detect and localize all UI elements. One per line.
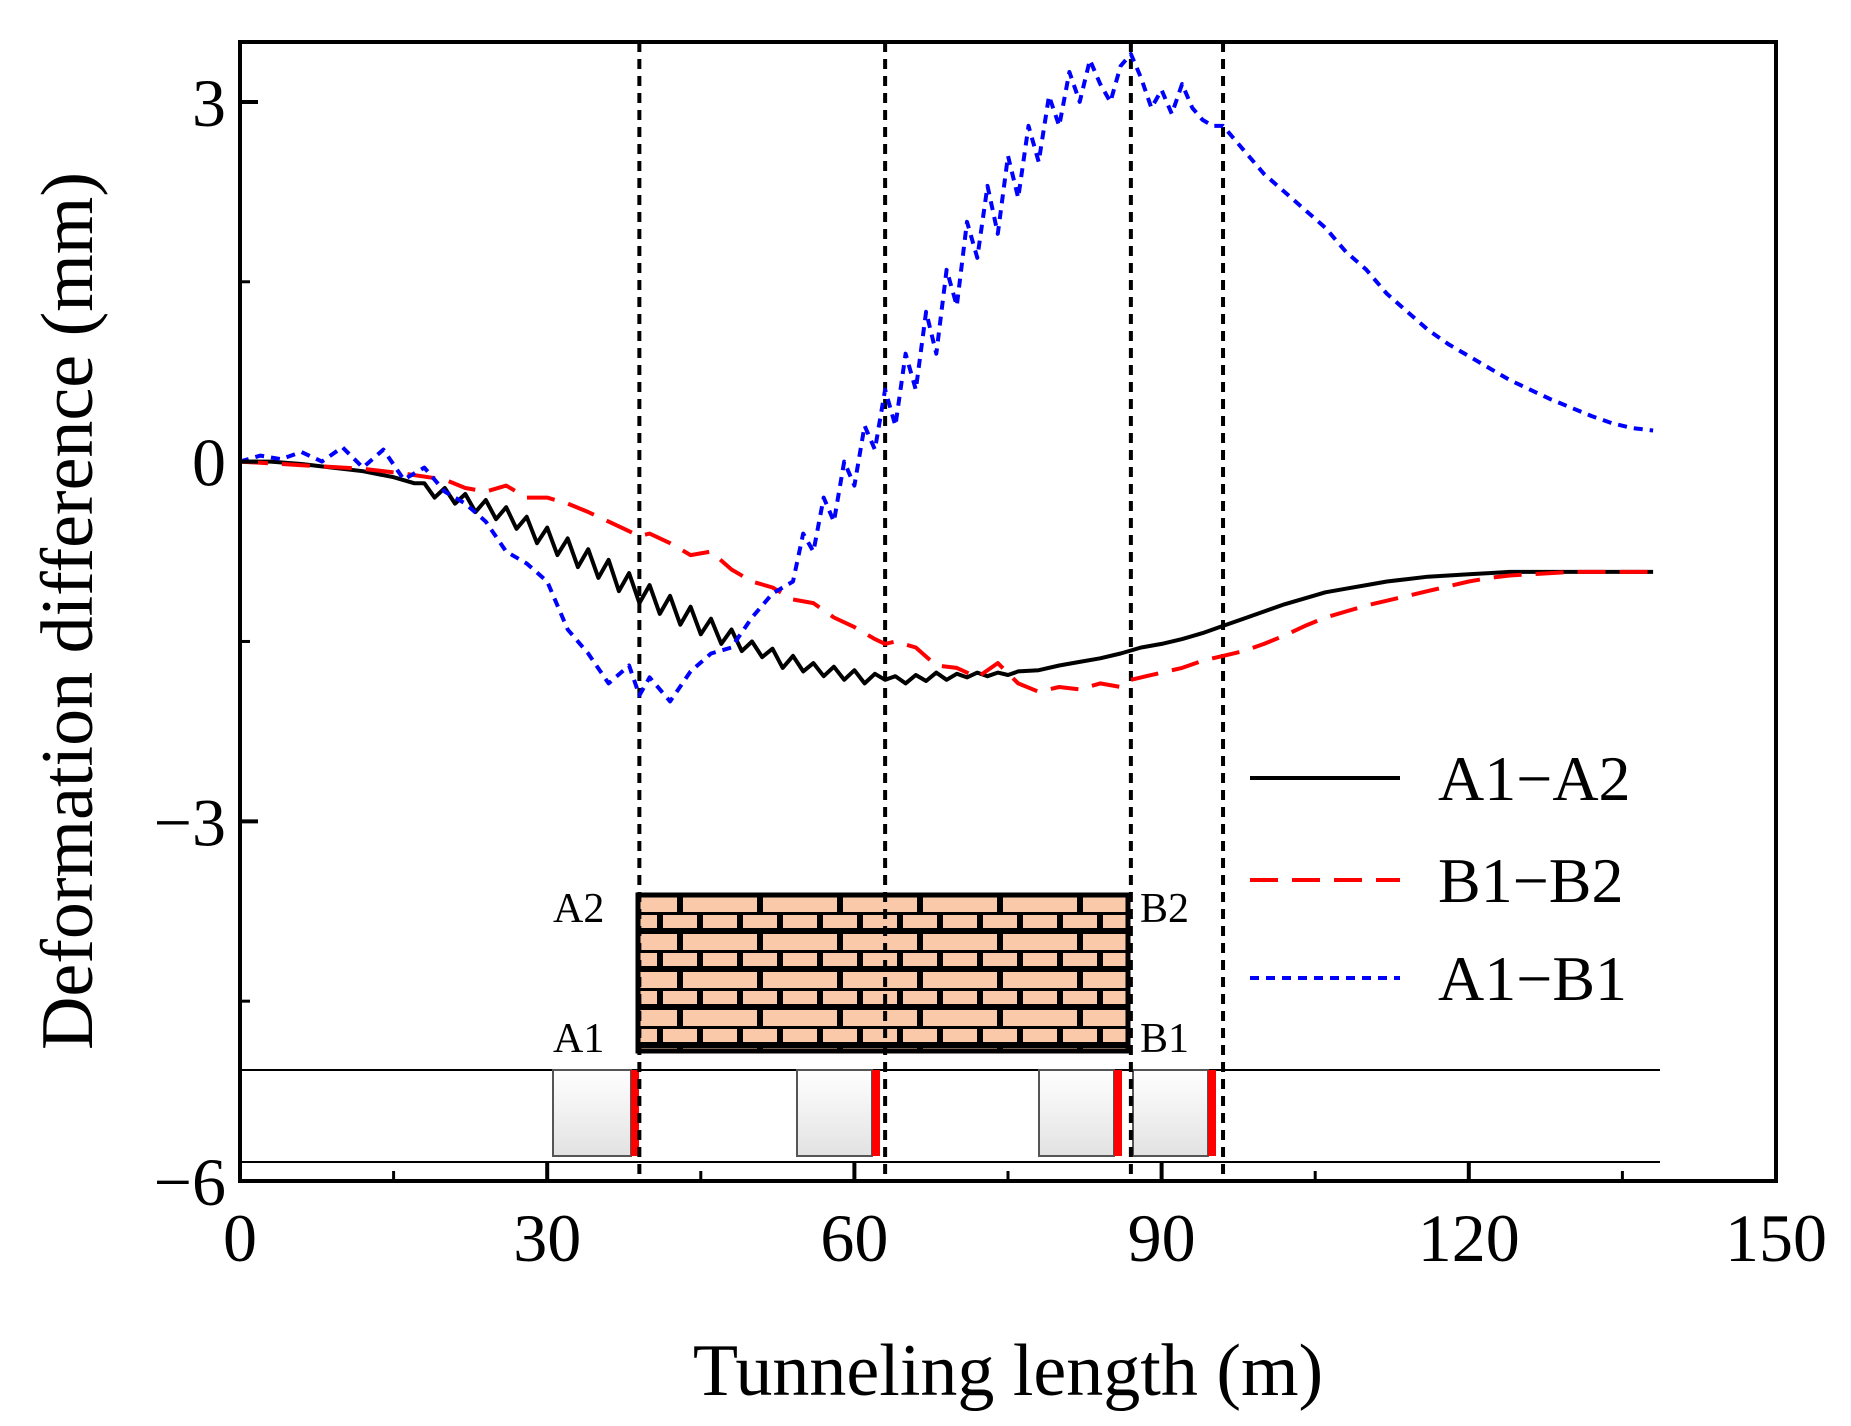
lining-segment	[1038, 1069, 1115, 1157]
x-axis-label: Tunneling length (m)	[693, 1330, 1323, 1412]
series-group	[239, 52, 1654, 704]
label-b1: B1	[1140, 1016, 1189, 1062]
y-tick-label: 3	[192, 65, 226, 141]
legend-label-1: A1−A2	[1438, 743, 1631, 814]
x-tick-label: 0	[223, 1200, 257, 1276]
lining-segment	[796, 1069, 873, 1157]
y-tick-label: 0	[192, 425, 226, 501]
x-tick-label: 150	[1725, 1200, 1827, 1276]
brick-building	[635, 892, 1131, 1054]
x-tick-label: 60	[820, 1200, 888, 1276]
segment-joint-red	[1208, 1070, 1216, 1156]
y-tick-label: −3	[154, 784, 226, 860]
tunnel-building-inset: A2 B2 A1 B1	[240, 886, 1660, 1163]
y-axis-label: Deformation difference (mm)	[27, 172, 109, 1050]
reference-lines	[637, 42, 1226, 1181]
label-b2: B2	[1140, 886, 1189, 932]
label-a2: A2	[553, 886, 604, 932]
plot-frame	[238, 40, 1778, 1183]
legend-label-2: B1−B2	[1438, 845, 1623, 916]
lining-segment	[552, 1069, 632, 1157]
axis-ticks: 0 30 60 90 120 150 −6 −3 0 3	[154, 65, 1827, 1276]
x-tick-label: 120	[1418, 1200, 1520, 1276]
label-a1: A1	[553, 1016, 604, 1062]
legend-label-3: A1−B1	[1438, 943, 1627, 1014]
x-tick-label: 30	[513, 1200, 581, 1276]
segment-joint-red	[872, 1070, 880, 1156]
segment-joint-red	[631, 1070, 639, 1156]
series-line-3	[239, 52, 1654, 704]
legend: A1−A2 B1−B2 A1−B1	[1250, 743, 1631, 1014]
x-tick-label: 90	[1128, 1200, 1196, 1276]
y-tick-label: −6	[154, 1144, 226, 1220]
series-line-1	[240, 459, 1654, 686]
lining-segment	[1132, 1069, 1209, 1157]
series-line-2	[239, 459, 1654, 694]
segment-joint-red	[1114, 1070, 1122, 1156]
